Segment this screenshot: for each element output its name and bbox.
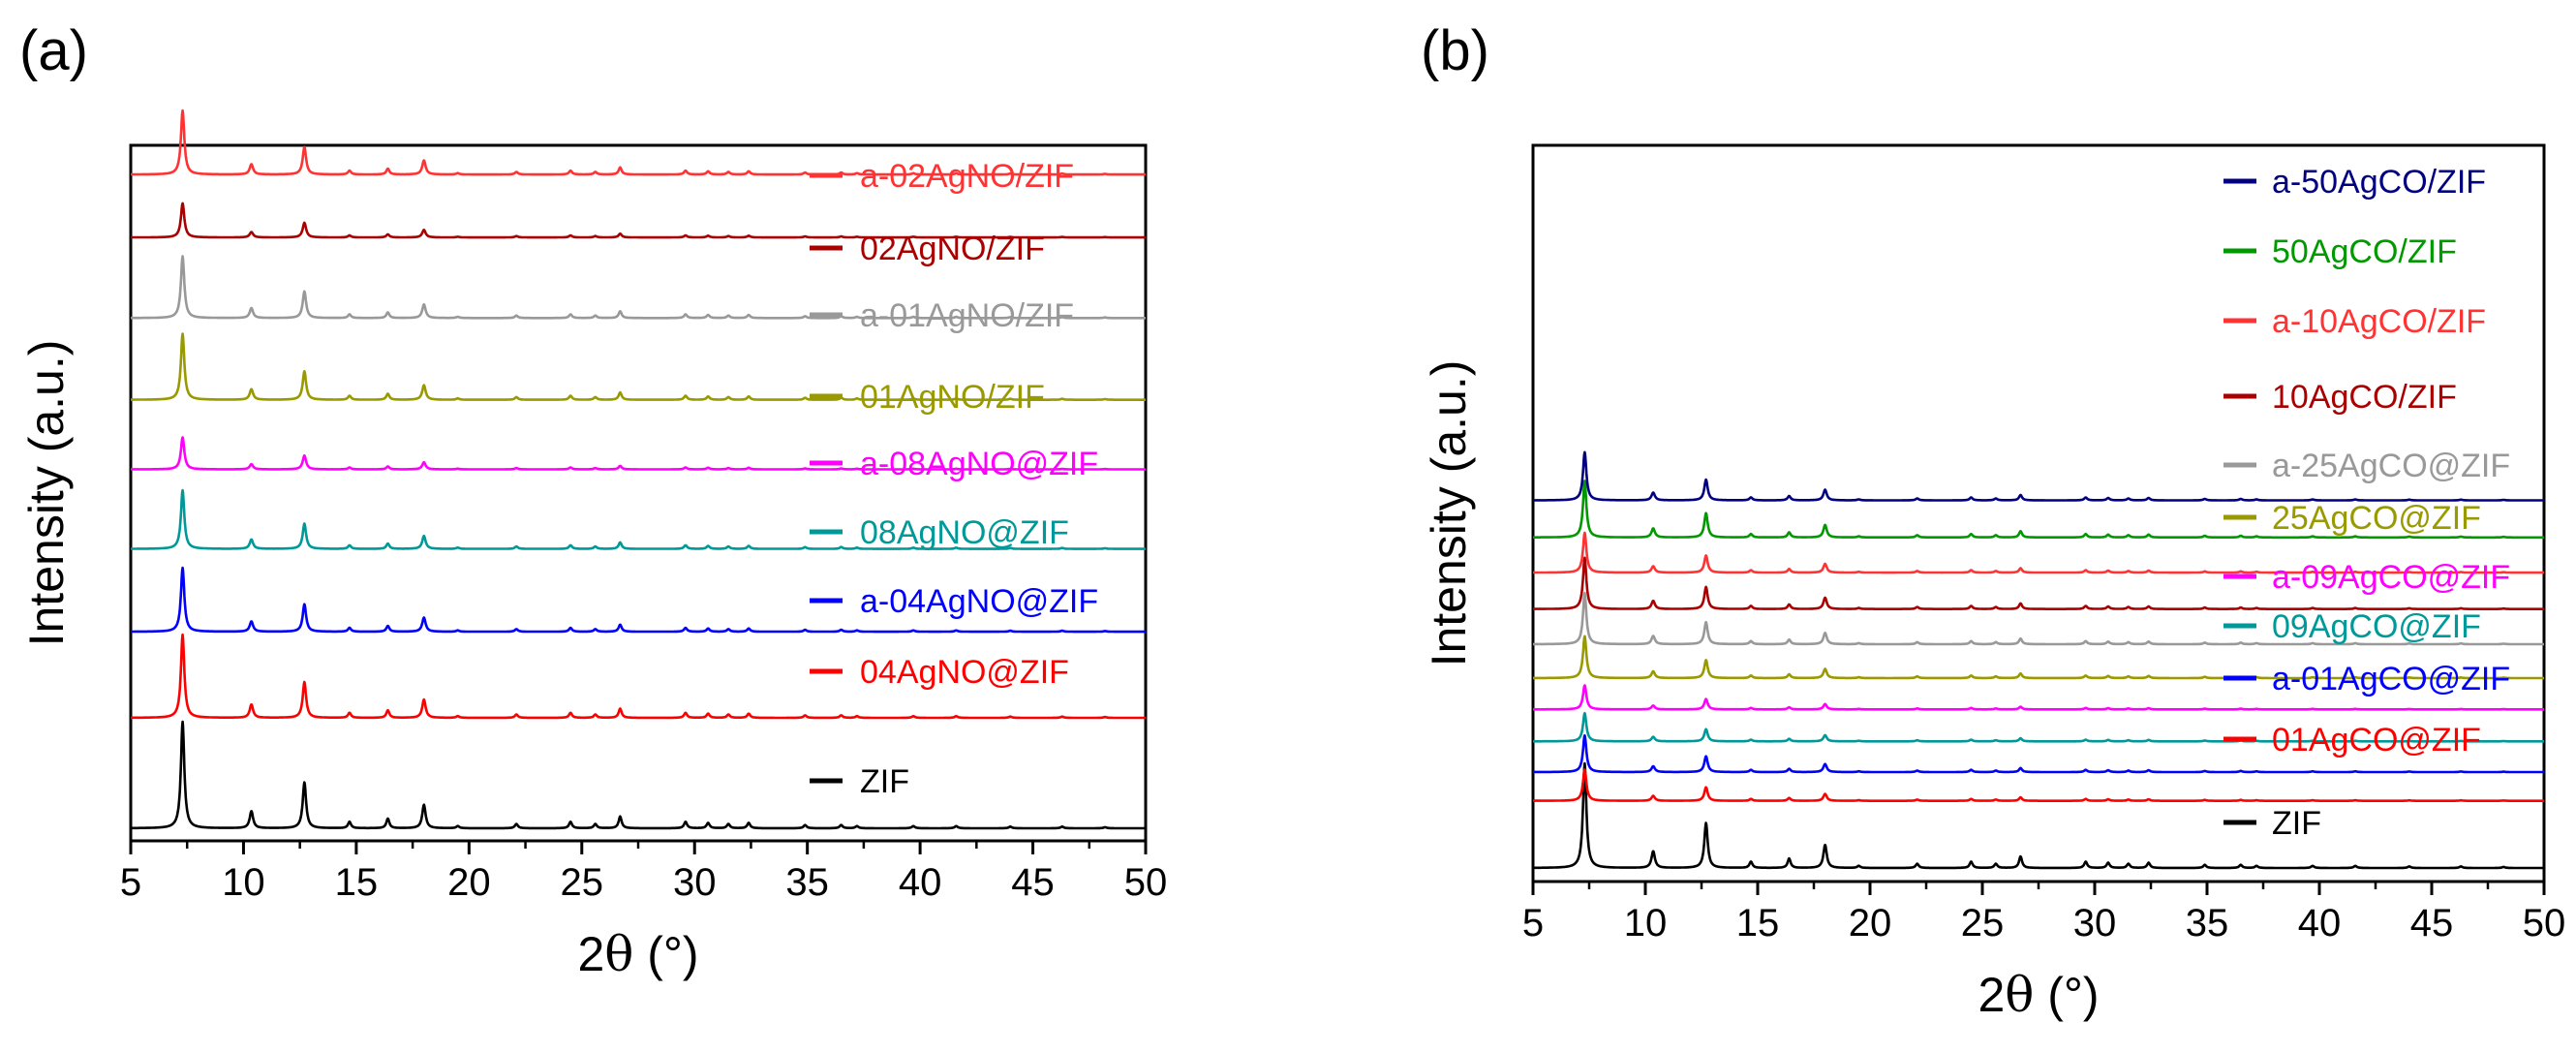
x-axis-title-prefix: 2 [1978,968,2005,1022]
series-line-10agco-zif [1532,556,2545,610]
series-line-a-10agco-zif [1532,531,2545,574]
x-tick-label: 45 [1011,861,1055,904]
panel-label: (b) [1421,19,1489,82]
series-line-a-04agno-zif [130,566,1147,634]
legend-label: 01AgCO@ZIF [2272,722,2481,759]
legend-item-a-09agco-zif: a-09AgCO@ZIF [2223,559,2510,596]
x-tick-label: 15 [1736,902,1780,945]
legend-label: a-08AgNO@ZIF [860,446,1098,482]
x-tick-label: 5 [1522,902,1544,945]
x-axis-title: 2θ (°) [1978,967,2099,1023]
legend-label: ZIF [860,763,909,800]
x-tick-label: 35 [785,861,829,904]
legend-label: 08AgNO@ZIF [860,514,1069,551]
legend-item-zif: ZIF [2223,805,2321,842]
legend-label: 02AgNO/ZIF [860,231,1045,267]
x-tick-label: 30 [2073,902,2117,945]
legend-item-a-25agco-zif: a-25AgCO@ZIF [2223,448,2510,484]
legend-item-a-50agco-zif: a-50AgCO/ZIF [2223,164,2486,201]
x-tick-label: 20 [447,861,491,904]
x-tick-label: 5 [120,861,141,904]
x-tick-label: 30 [673,861,717,904]
series-line-50agco-zif [1532,480,2545,540]
x-axis-title-symbol: θ [604,926,633,982]
legend-item-50agco-zif: 50AgCO/ZIF [2223,233,2457,270]
x-tick-label: 50 [1124,861,1168,904]
legend-label: 25AgCO@ZIF [2272,500,2481,537]
x-axis-title-unit: (°) [2034,968,2099,1022]
x-tick-label: 10 [1624,902,1668,945]
series-line-02agno-zif [130,201,1147,239]
x-tick-label: 10 [222,861,265,904]
x-axis-ticks: 5 10 15 20 25 30 35 40 45 50 [120,841,1167,904]
x-axis-title-symbol: θ [2005,967,2034,1023]
legend-item-zif: ZIF [810,763,909,800]
x-tick-label: 40 [2298,902,2342,945]
legend-item-a-10agco-zif: a-10AgCO/ZIF [2223,303,2486,340]
x-axis-title-unit: (°) [633,927,698,981]
legend-label: ZIF [2272,805,2321,842]
legend-label: 50AgCO/ZIF [2272,233,2457,270]
legend-item-04agno-zif: 04AgNO@ZIF [810,654,1069,691]
x-tick-label: 20 [1849,902,1892,945]
legend-item-10agco-zif: 10AgCO/ZIF [2223,379,2457,416]
legend-item-08agno-zif: 08AgNO@ZIF [810,514,1069,551]
legend-label: 04AgNO@ZIF [860,654,1069,691]
series-line-a-09agco-zif [1532,684,2545,711]
series-line-a-02agno-zif [130,108,1147,176]
series-line-zif [130,720,1147,830]
legend-label: a-10AgCO/ZIF [2272,303,2486,340]
legend-item-02agno-zif: 02AgNO/ZIF [810,231,1045,267]
legend-item-a-08agno-zif: a-08AgNO@ZIF [810,446,1098,482]
legend-item-a-04agno-zif: a-04AgNO@ZIF [810,583,1098,620]
legend-item-a-02agno-zif: a-02AgNO/ZIF [810,158,1074,195]
panel-a: (a) 5 10 15 20 25 30 35 40 45 50 2θ (°) Intensity (a… [19,19,1167,982]
legend-label: a-02AgNO/ZIF [860,158,1074,195]
x-tick-label: 45 [2410,902,2454,945]
legend-label: 09AgCO@ZIF [2272,608,2481,645]
panel-label: (a) [19,19,88,82]
legend-item-a-01agno-zif: a-01AgNO/ZIF [810,297,1074,334]
x-tick-label: 50 [2523,902,2566,945]
series-line-01agno-zif [130,332,1147,401]
series-line-08agno-zif [130,488,1147,550]
x-axis-ticks: 5 10 15 20 25 30 35 40 45 50 [1522,882,2565,945]
legend-item-a-01agco-zif: a-01AgCO@ZIF [2223,661,2510,697]
x-tick-label: 15 [335,861,379,904]
series-line-a-01agno-zif [130,255,1147,320]
legend-item-09agco-zif: 09AgCO@ZIF [2223,608,2481,645]
data-series [130,108,1147,830]
legend-label: a-50AgCO/ZIF [2272,164,2486,201]
series-line-01agco-zif [1532,768,2545,802]
legend-item-25agco-zif: 25AgCO@ZIF [2223,500,2481,537]
legend-item-01agco-zif: 01AgCO@ZIF [2223,722,2481,759]
series-line-a-08agno-zif [130,436,1147,471]
x-axis-title-prefix: 2 [577,927,604,981]
legend-label: a-01AgCO@ZIF [2272,661,2510,697]
series-line-09agco-zif [1532,711,2545,743]
series-line-a-50agco-zif [1532,450,2545,502]
legend-item-01agno-zif: 01AgNO/ZIF [810,379,1045,416]
x-tick-label: 25 [1961,902,2005,945]
x-tick-label: 35 [2186,902,2229,945]
series-line-a-01agco-zif [1532,733,2545,774]
legend-label: 01AgNO/ZIF [860,379,1045,416]
legend-label: a-25AgCO@ZIF [2272,448,2510,484]
legend-label: a-09AgCO@ZIF [2272,559,2510,596]
series-line-zif [1532,761,2545,870]
y-axis-title: Intensity (a.u.) [1422,360,1476,667]
series-line-a-25agco-zif [1532,591,2545,646]
legend-label: a-01AgNO/ZIF [860,297,1074,334]
x-tick-label: 25 [561,861,604,904]
series-line-25agco-zif [1532,635,2545,680]
y-axis-title: Intensity (a.u.) [19,340,74,647]
legend-label: 10AgCO/ZIF [2272,379,2457,416]
data-series [1532,450,2545,870]
x-axis-title: 2θ (°) [577,926,698,982]
legend-label: a-04AgNO@ZIF [860,583,1098,620]
panel-b: (b) 5 10 15 20 25 30 35 40 45 50 2θ (°) Intensity (a… [1421,19,2565,1023]
series-line-04agno-zif [130,633,1147,720]
x-tick-label: 40 [899,861,942,904]
